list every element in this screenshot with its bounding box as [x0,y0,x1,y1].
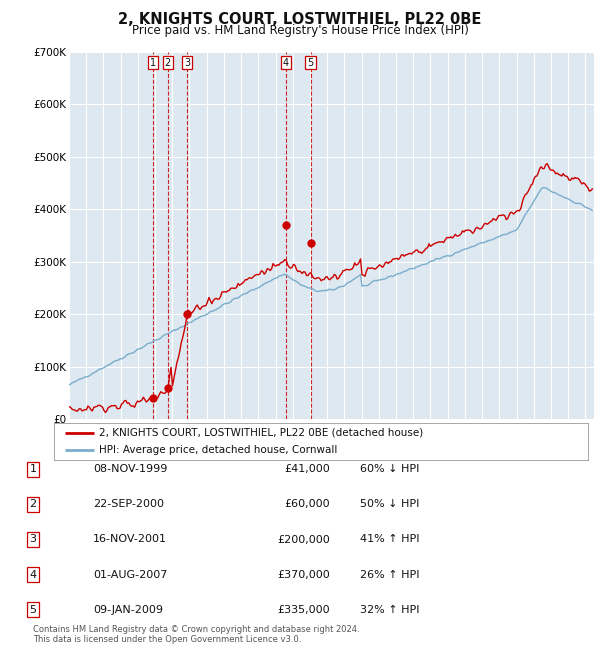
Text: 50% ↓ HPI: 50% ↓ HPI [360,499,419,510]
Text: 2: 2 [29,499,37,510]
Text: £200,000: £200,000 [277,534,330,545]
Text: 60% ↓ HPI: 60% ↓ HPI [360,464,419,474]
Text: 2: 2 [164,57,171,68]
Text: 26% ↑ HPI: 26% ↑ HPI [360,569,419,580]
Text: 5: 5 [29,604,37,615]
Text: 4: 4 [283,57,289,68]
Text: £60,000: £60,000 [284,499,330,510]
Text: 3: 3 [29,534,37,545]
Text: 32% ↑ HPI: 32% ↑ HPI [360,604,419,615]
Text: 1: 1 [149,57,156,68]
Text: 2, KNIGHTS COURT, LOSTWITHIEL, PL22 0BE (detached house): 2, KNIGHTS COURT, LOSTWITHIEL, PL22 0BE … [100,428,424,438]
Text: 08-NOV-1999: 08-NOV-1999 [93,464,167,474]
Text: 1: 1 [29,464,37,474]
Text: This data is licensed under the Open Government Licence v3.0.: This data is licensed under the Open Gov… [33,635,301,644]
Text: 2, KNIGHTS COURT, LOSTWITHIEL, PL22 0BE: 2, KNIGHTS COURT, LOSTWITHIEL, PL22 0BE [118,12,482,27]
Text: Price paid vs. HM Land Registry's House Price Index (HPI): Price paid vs. HM Land Registry's House … [131,24,469,37]
Text: 3: 3 [184,57,190,68]
Text: 01-AUG-2007: 01-AUG-2007 [93,569,167,580]
Text: 16-NOV-2001: 16-NOV-2001 [93,534,167,545]
Text: £41,000: £41,000 [284,464,330,474]
Text: 4: 4 [29,569,37,580]
Text: 5: 5 [307,57,314,68]
Text: 22-SEP-2000: 22-SEP-2000 [93,499,164,510]
Text: £370,000: £370,000 [277,569,330,580]
Text: 41% ↑ HPI: 41% ↑ HPI [360,534,419,545]
Text: HPI: Average price, detached house, Cornwall: HPI: Average price, detached house, Corn… [100,445,338,455]
Text: 09-JAN-2009: 09-JAN-2009 [93,604,163,615]
Text: £335,000: £335,000 [277,604,330,615]
Text: Contains HM Land Registry data © Crown copyright and database right 2024.: Contains HM Land Registry data © Crown c… [33,625,359,634]
